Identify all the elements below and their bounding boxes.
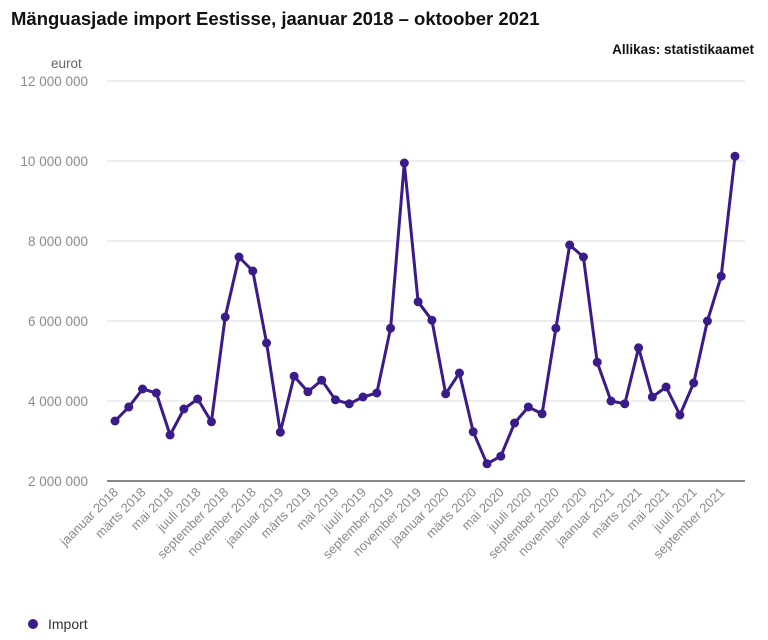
data-point[interactable]	[124, 402, 134, 412]
data-point[interactable]	[372, 388, 382, 398]
data-point[interactable]	[317, 375, 327, 385]
data-point[interactable]	[262, 338, 272, 348]
data-point[interactable]	[179, 404, 189, 414]
data-point[interactable]	[206, 417, 216, 427]
data-point[interactable]	[620, 399, 630, 409]
legend[interactable]: Import	[28, 616, 88, 632]
y-tick-label: 12 000 000	[20, 74, 88, 89]
data-point[interactable]	[675, 410, 685, 420]
data-point[interactable]	[468, 427, 478, 437]
data-point[interactable]	[275, 427, 285, 437]
data-point[interactable]	[592, 357, 602, 367]
series-import	[110, 151, 740, 469]
data-point[interactable]	[427, 315, 437, 325]
data-point[interactable]	[661, 382, 671, 392]
legend-marker-import	[28, 619, 38, 629]
data-point[interactable]	[110, 416, 120, 426]
chart-title: Mänguasjade import Eestisse, jaanuar 201…	[11, 8, 540, 29]
y-tick-label: 6 000 000	[28, 314, 88, 329]
series-line	[113, 156, 737, 466]
data-point[interactable]	[482, 459, 492, 469]
data-point[interactable]	[606, 396, 616, 406]
data-point[interactable]	[289, 371, 299, 381]
data-point[interactable]	[220, 312, 230, 322]
y-axis-unit-label: eurot	[51, 56, 82, 71]
grid-lines	[107, 80, 745, 402]
data-point[interactable]	[634, 343, 644, 353]
data-point[interactable]	[344, 399, 354, 409]
data-point[interactable]	[551, 323, 561, 333]
data-point[interactable]	[151, 388, 161, 398]
data-point[interactable]	[248, 266, 258, 276]
data-point[interactable]	[689, 378, 699, 388]
data-point[interactable]	[647, 392, 657, 402]
y-axis: 2 000 000 4 000 000 6 000 000 8 000 000 10 0…	[20, 74, 88, 489]
data-point[interactable]	[165, 430, 175, 440]
data-point[interactable]	[730, 151, 740, 161]
data-point[interactable]	[303, 387, 313, 397]
data-point[interactable]	[234, 252, 244, 262]
data-point[interactable]	[193, 394, 203, 404]
y-tick-label: 8 000 000	[28, 234, 88, 249]
data-point[interactable]	[441, 389, 451, 399]
data-point[interactable]	[578, 252, 588, 262]
data-point[interactable]	[330, 395, 340, 405]
source-note: Allikas: statistikaamet	[612, 42, 754, 57]
data-point[interactable]	[358, 392, 368, 402]
y-tick-label: 10 000 000	[20, 154, 88, 169]
data-point[interactable]	[496, 451, 506, 461]
y-tick-label: 2 000 000	[28, 474, 88, 489]
data-point[interactable]	[386, 323, 396, 333]
data-point[interactable]	[523, 402, 533, 412]
data-point[interactable]	[510, 418, 520, 428]
legend-label-import: Import	[48, 616, 88, 632]
data-point[interactable]	[413, 297, 423, 307]
data-point[interactable]	[702, 316, 712, 326]
data-point[interactable]	[716, 271, 726, 281]
data-point[interactable]	[138, 384, 148, 394]
data-point[interactable]	[399, 158, 409, 168]
data-point[interactable]	[565, 240, 575, 250]
data-point[interactable]	[454, 368, 464, 378]
data-point[interactable]	[537, 409, 547, 419]
y-tick-label: 4 000 000	[28, 394, 88, 409]
